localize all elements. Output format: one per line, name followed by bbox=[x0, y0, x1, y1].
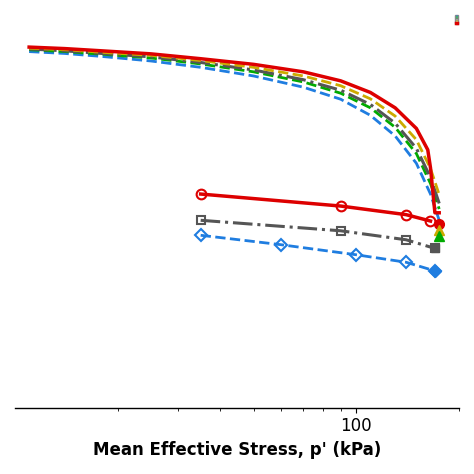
Legend: , , , , : , , , , bbox=[455, 15, 458, 24]
X-axis label: Mean Effective Stress, p' (kPa): Mean Effective Stress, p' (kPa) bbox=[93, 441, 381, 459]
